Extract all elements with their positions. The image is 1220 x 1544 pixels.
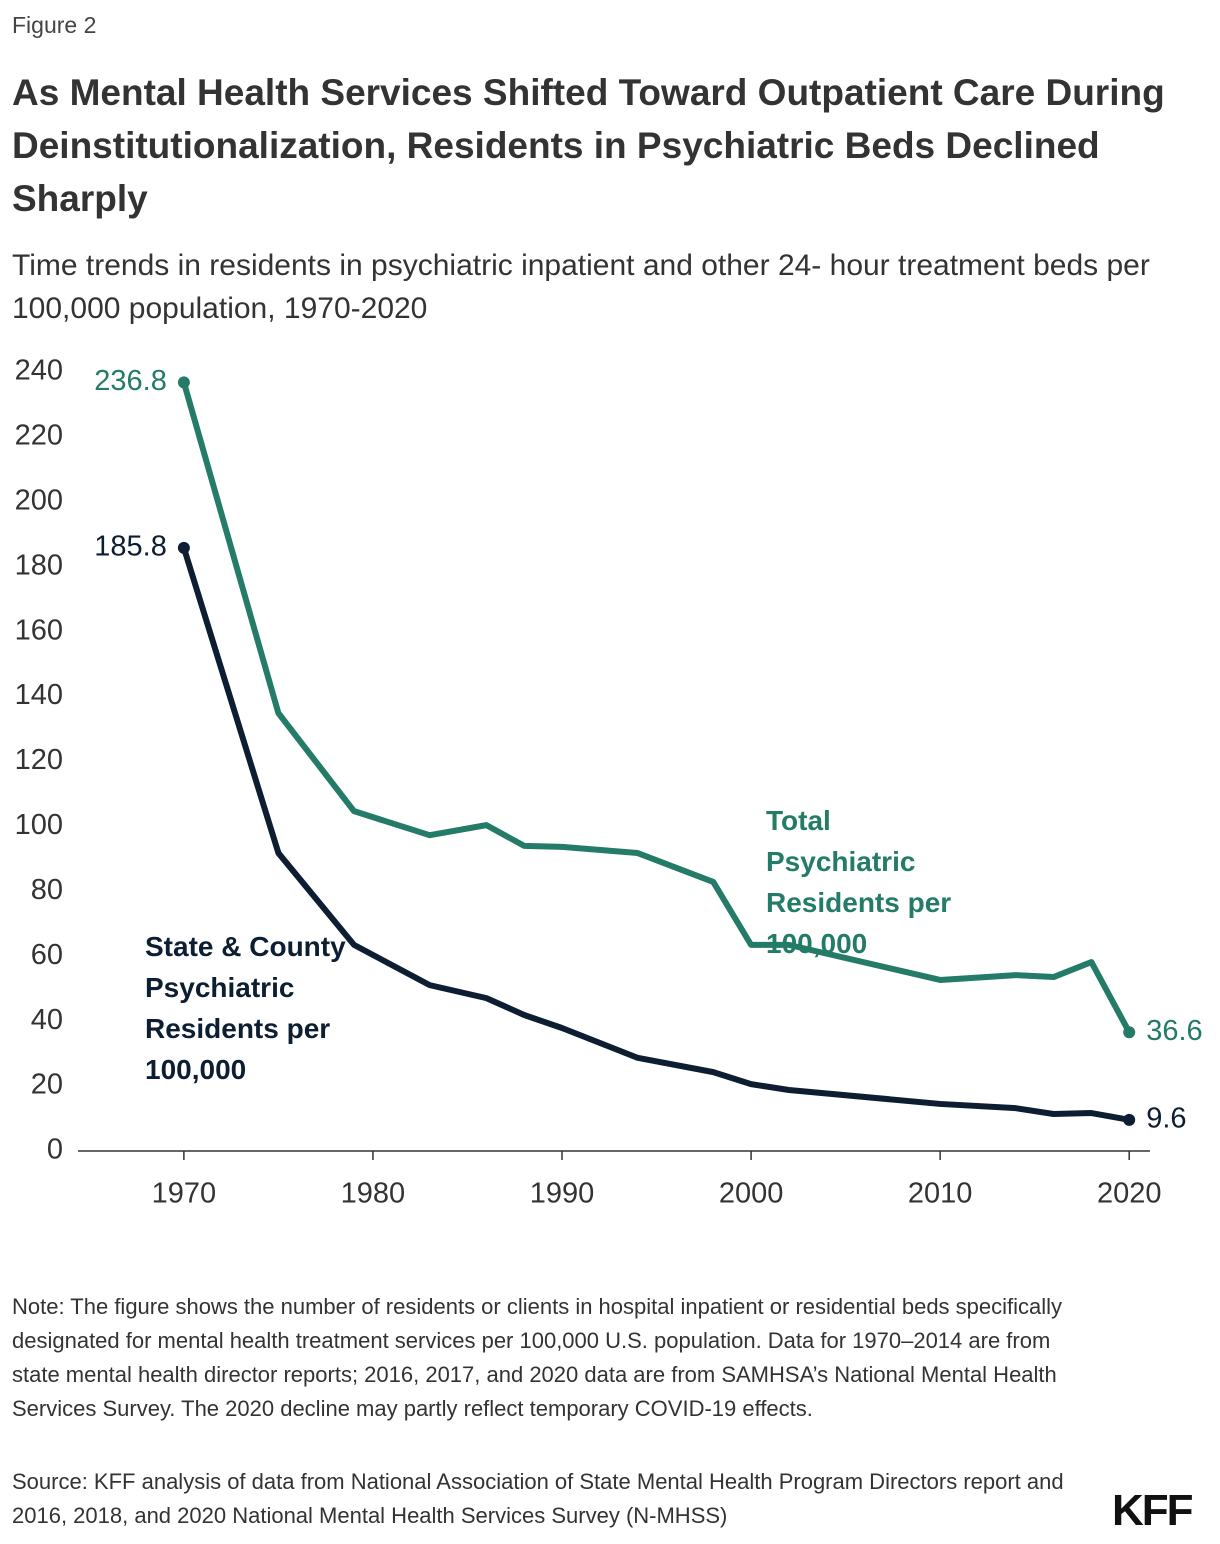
series-label: State & County Psychiatric Residents per…: [145, 931, 346, 1085]
chart-title: As Mental Health Services Shifted Toward…: [12, 72, 1165, 219]
y-tick-label: 40: [31, 1004, 63, 1036]
point: [1123, 1026, 1136, 1039]
y-tick-label: 220: [15, 420, 63, 452]
figure-label: Figure 2: [12, 12, 97, 38]
y-tick-label: 160: [15, 614, 63, 646]
y-tick-label: 180: [15, 549, 63, 581]
point: [177, 376, 190, 389]
chart-subtitle: Time trends in residents in psychiatric …: [12, 249, 1150, 325]
x-tick-label: 2020: [1097, 1178, 1162, 1210]
series-line: [181, 547, 1130, 1123]
x-tick-label: 2010: [908, 1178, 973, 1210]
y-tick-label: 20: [31, 1069, 63, 1101]
y-tick-label: 120: [15, 744, 63, 776]
data-label: 9.6: [1146, 1102, 1186, 1134]
data-label: 185.8: [94, 531, 167, 563]
y-tick-label: 0: [47, 1134, 63, 1166]
y-tick-label: 240: [15, 355, 63, 387]
y-tick-label: 100: [15, 809, 63, 841]
logo: KFF: [1112, 1486, 1194, 1535]
y-tick-label: 200: [15, 484, 63, 516]
y-tick-label: 60: [31, 939, 63, 971]
x-tick-label: 2000: [719, 1178, 784, 1210]
y-tick-label: 80: [31, 874, 63, 906]
point: [177, 541, 190, 554]
data-label: 36.6: [1146, 1015, 1202, 1047]
point: [1123, 1113, 1136, 1126]
y-tick-label: 140: [15, 679, 63, 711]
series-label: Total Psychiatric Residents per 100,000: [766, 805, 952, 959]
x-tick-label: 1970: [152, 1178, 217, 1210]
note: Note: The figure shows the number of res…: [12, 1294, 1063, 1421]
data-label: 236.8: [94, 365, 167, 397]
x-tick-label: 1980: [341, 1178, 406, 1210]
x-tick-label: 1990: [530, 1178, 595, 1210]
series-line: [180, 381, 1132, 1034]
source: Source: KFF analysis of data from Nation…: [12, 1469, 1064, 1528]
